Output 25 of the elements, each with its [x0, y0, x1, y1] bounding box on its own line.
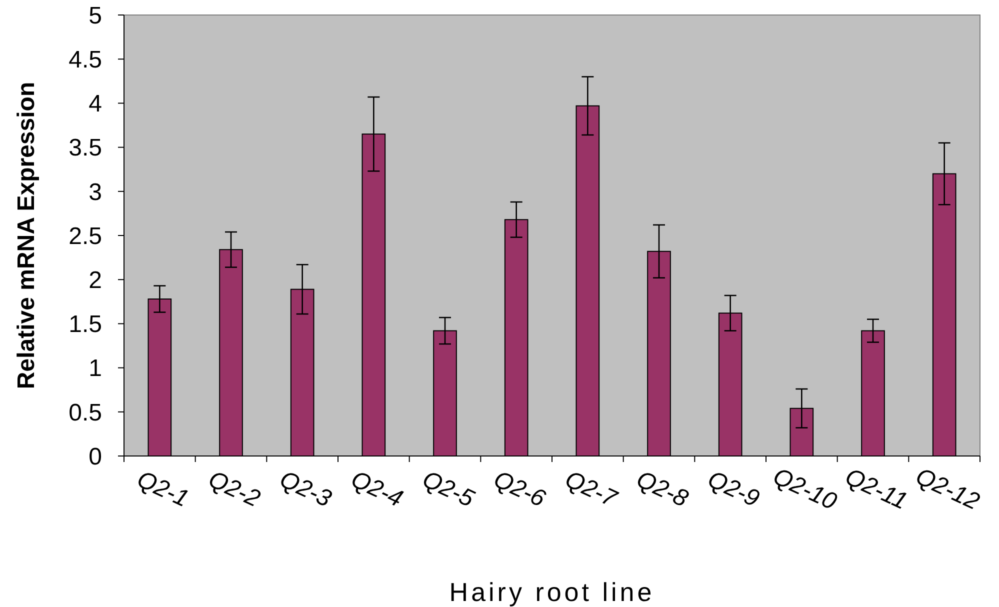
x-tick-label: Q2-2: [204, 466, 264, 513]
y-tick-label: 0.5: [68, 399, 102, 426]
x-tick-label: Q2-9: [704, 466, 764, 513]
x-tick-label: Q2-8: [632, 466, 693, 513]
y-tick-label: 3.5: [68, 134, 102, 162]
y-axis-title: Relative mRNA Expression: [13, 82, 40, 390]
y-tick-label: 1: [88, 355, 102, 382]
y-tick-label: 5: [88, 2, 102, 30]
y-tick-label: 2.5: [68, 222, 102, 250]
x-axis-title: Hairy root line: [449, 577, 655, 607]
x-tick-label: Q2-7: [560, 466, 622, 514]
y-tick-label: 1.5: [68, 311, 102, 338]
x-tick-label: Q2-4: [346, 466, 407, 513]
y-tick-label: 0: [88, 443, 102, 470]
x-tick-label: Q2-11: [841, 463, 912, 516]
y-tick-label: 2: [88, 267, 102, 294]
x-tick-label: Q2-10: [768, 462, 842, 516]
x-tick-label: Q2-3: [276, 466, 336, 513]
y-tick-label: 4: [88, 90, 102, 118]
x-tick-label: Q2-1: [132, 466, 193, 513]
y-tick-label: 3: [88, 178, 102, 206]
x-tick-label: Q2-12: [912, 462, 984, 516]
x-tick-label: Q2-5: [418, 466, 479, 513]
y-tick-label: 4.5: [68, 46, 102, 74]
x-tick-label: Q2-6: [490, 466, 550, 513]
